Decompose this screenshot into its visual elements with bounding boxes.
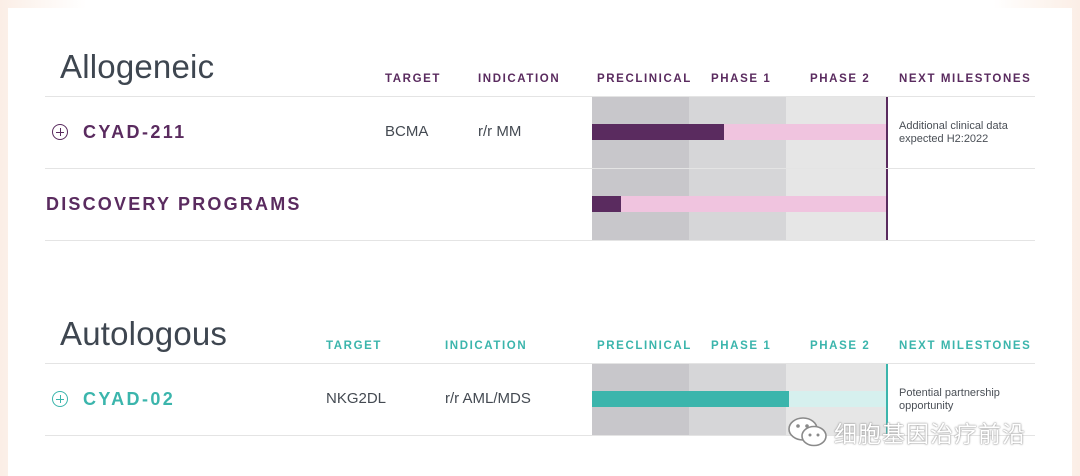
auto-milestone-divider: [886, 364, 888, 436]
allogeneic-title: Allogeneic: [60, 48, 215, 85]
expand-plus-icon[interactable]: [52, 391, 68, 407]
auto-header-divider: [45, 363, 1035, 364]
allo-header-indication: INDICATION: [478, 73, 561, 85]
cyad-02-milestone-line2: opportunity: [899, 400, 954, 412]
allo-row-divider: [45, 168, 1035, 169]
auto-header-preclinical: PRECLINICAL: [597, 340, 692, 352]
auto-header-phase1: PHASE 1: [711, 340, 772, 352]
allo-header-preclinical: PRECLINICAL: [597, 73, 692, 85]
auto-header-indication: INDICATION: [445, 340, 528, 352]
auto-header-target: TARGET: [326, 340, 383, 352]
allo-header-target: TARGET: [385, 73, 442, 85]
cyad-02-milestone: Potential partnership opportunity: [899, 387, 1000, 413]
cyad-211-target: BCMA: [385, 123, 429, 140]
discovery-programs-label: DISCOVERY PROGRAMS: [46, 194, 302, 214]
watermark-text: 细胞基因治疗前沿: [834, 422, 1026, 448]
pipeline-card: Allogeneic TARGET INDICATION PRECLINICAL…: [8, 8, 1072, 476]
cyad-02-milestone-line1: Potential partnership: [899, 387, 1000, 399]
auto-header-milestones: NEXT MILESTONES: [899, 340, 1032, 352]
allo-header-phase1: PHASE 1: [711, 73, 772, 85]
allo-header-milestones: NEXT MILESTONES: [899, 73, 1032, 85]
expand-plus-icon[interactable]: [52, 124, 68, 140]
auto-header-phase2: PHASE 2: [810, 340, 871, 352]
discovery-progress-bar: [592, 196, 621, 212]
auto-bottom-divider: [45, 435, 1035, 436]
discovery-progress-track: [592, 196, 886, 212]
allo-bottom-divider: [45, 240, 1035, 241]
program-name-cyad-211: CYAD-211: [83, 122, 187, 142]
wechat-icon: [788, 417, 827, 447]
program-name-cyad-02: CYAD-02: [83, 389, 176, 409]
cyad-02-target: NKG2DL: [326, 390, 387, 407]
cyad-211-milestone: Additional clinical data expected H2:202…: [899, 120, 1008, 146]
cyad-211-progress-bar: [592, 124, 724, 140]
cyad-02-progress-bar: [592, 391, 789, 407]
cyad-02-indication: r/r AML/MDS: [445, 390, 531, 407]
allo-header-phase2: PHASE 2: [810, 73, 871, 85]
cyad-211-milestone-line1: Additional clinical data: [899, 120, 1008, 132]
autologous-title: Autologous: [60, 315, 228, 352]
cyad-211-milestone-line2: expected H2:2022: [899, 133, 989, 145]
cyad-211-indication: r/r MM: [478, 123, 522, 140]
allo-header-divider: [45, 96, 1035, 97]
